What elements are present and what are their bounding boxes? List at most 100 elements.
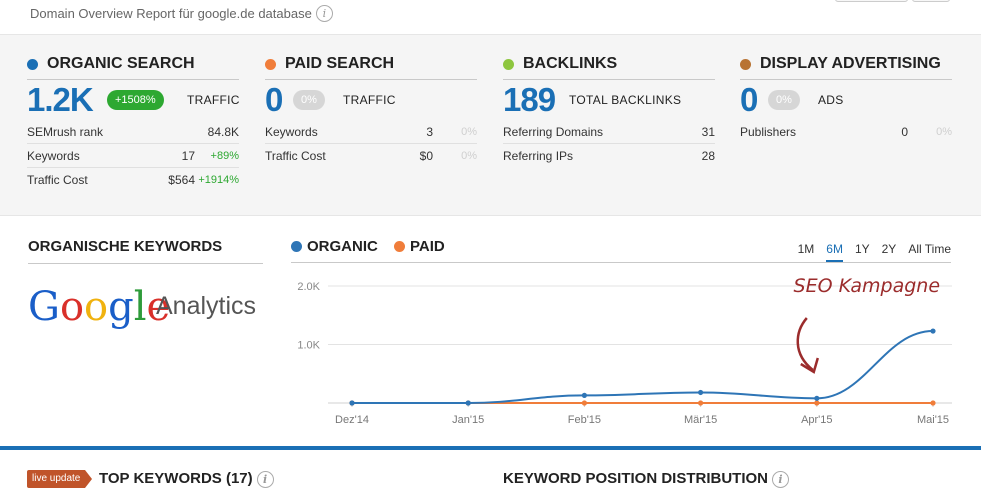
metric-label: Keywords — [265, 125, 318, 139]
data-point-organic — [814, 395, 820, 401]
x-tick-label: Feb'15 — [568, 414, 601, 426]
status-dot-icon — [503, 59, 514, 70]
live-update-badge: live update — [27, 470, 93, 488]
data-point-organic — [349, 400, 355, 406]
metric-change: 0% — [461, 126, 477, 138]
data-point-organic — [581, 392, 587, 398]
panel-title-text: BACKLINKS — [523, 55, 618, 72]
organic-dot-icon — [291, 241, 302, 252]
headline-value[interactable]: 0 — [740, 81, 758, 118]
metric-value: $0 — [419, 149, 433, 163]
panel-paid-search: PAID SEARCH 0 0% TRAFFIC Keywords 3 0% Traffic … — [265, 55, 477, 168]
headline-label: TOTAL BACKLINKS — [569, 93, 682, 107]
chart-legend: ORGANIC PAID — [291, 238, 457, 255]
headline-label: TRAFFIC — [187, 93, 240, 107]
metric-value: 17 — [181, 149, 195, 163]
info-icon[interactable]: i — [256, 470, 274, 488]
top-keywords-title-text: TOP KEYWORDS (17) — [99, 470, 253, 487]
legend-paid-label: PAID — [410, 238, 445, 255]
data-point-organic — [698, 389, 704, 396]
data-point-organic — [930, 328, 936, 334]
metric-row[interactable]: Traffic Cost $0 0% — [265, 144, 477, 168]
x-tick-label: Mai'15 — [917, 414, 949, 426]
bottom-section-headers: live update TOP KEYWORDS (17) i KEYWORD P… — [0, 450, 981, 492]
metric-row[interactable]: Keywords 17 +89% — [27, 144, 239, 168]
data-point-paid — [930, 400, 936, 406]
metric-row[interactable]: SEMrush rank 84.8K — [27, 120, 239, 144]
metric-row[interactable]: Referring IPs 28 — [503, 144, 715, 168]
x-tick-label: Dez'14 — [335, 414, 369, 426]
range-tab-all-time[interactable]: All Time — [908, 242, 951, 256]
annotation-arrowhead-icon — [800, 357, 820, 374]
data-point-paid — [581, 400, 587, 406]
metric-label: Keywords — [27, 149, 80, 163]
panel-title[interactable]: DISPLAY ADVERTISING — [740, 55, 952, 80]
panel-title[interactable]: BACKLINKS — [503, 55, 715, 80]
organic-paid-line-chart: 2.0K 1.0K Dez'14 Jan'15 Feb'15 Mär'15 Apr'15 Ma… — [297, 275, 952, 426]
metric-change: 0% — [936, 126, 952, 138]
panel-organic-search: ORGANIC SEARCH 1.2K +1508% TRAFFIC SEMrush r… — [27, 55, 239, 192]
info-icon[interactable]: i — [315, 5, 333, 23]
headline-row: 0 0% TRAFFIC — [265, 80, 477, 120]
annotation-arrow-icon — [796, 317, 814, 371]
metric-change: 0% — [461, 150, 477, 162]
series-line-organic — [352, 330, 934, 404]
distribution-title-text: KEYWORD POSITION DISTRIBUTION — [503, 470, 769, 487]
range-tab-1y[interactable]: 1Y — [854, 242, 870, 256]
panel-title-text: DISPLAY ADVERTISING — [760, 55, 941, 72]
metric-row[interactable]: Keywords 3 0% — [265, 120, 477, 144]
range-tab-1m[interactable]: 1M — [797, 242, 815, 256]
change-badge: 0% — [293, 90, 325, 110]
panel-title[interactable]: ORGANIC SEARCH — [27, 55, 239, 80]
headline-row: 0 0% ADS — [740, 80, 952, 120]
metric-value: 0 — [901, 125, 908, 139]
panel-display-advertising: DISPLAY ADVERTISING 0 0% ADS Publishers 0 0% — [740, 55, 952, 144]
metric-row[interactable]: Referring Domains 31 — [503, 120, 715, 144]
range-tab-6m[interactable]: 6M — [826, 242, 843, 263]
analytics-logo-text: Analytics — [156, 292, 256, 320]
panel-title[interactable]: PAID SEARCH — [265, 55, 477, 80]
headline-value[interactable]: 0 — [265, 81, 283, 118]
info-icon[interactable]: i — [772, 470, 790, 488]
metric-row[interactable]: Traffic Cost $564 +1914% — [27, 168, 239, 192]
x-tick-label: Apr'15 — [801, 414, 832, 426]
headline-row: 189 TOTAL BACKLINKS — [503, 80, 715, 120]
top-keywords-title: TOP KEYWORDS (17) i — [99, 470, 274, 488]
metric-label: Traffic Cost — [265, 149, 326, 163]
section-divider — [0, 446, 981, 450]
organic-keywords-title: ORGANISCHE KEYWORDS — [28, 238, 263, 264]
range-tab-2y[interactable]: 2Y — [881, 242, 897, 256]
legend-paid[interactable]: PAID — [394, 238, 445, 255]
y-tick-label: 1.0K — [297, 340, 320, 352]
metric-label: Referring IPs — [503, 149, 574, 163]
report-title-text: Domain Overview Report für google.de dat… — [30, 6, 312, 21]
header-secondary-button[interactable] — [912, 0, 950, 2]
metric-change: +1914% — [198, 174, 239, 186]
header-action-button[interactable] — [835, 0, 908, 2]
metric-row[interactable]: Publishers 0 0% — [740, 120, 952, 144]
legend-organic[interactable]: ORGANIC — [291, 238, 378, 255]
report-header: Domain Overview Report für google.de dat… — [0, 0, 981, 34]
metric-value: 3 — [426, 125, 433, 139]
annotation-label: SEO Kampagne — [794, 275, 941, 297]
legend-divider — [291, 262, 951, 263]
report-title: Domain Overview Report für google.de dat… — [30, 5, 333, 23]
data-point-organic — [465, 400, 471, 406]
legend-organic-label: ORGANIC — [307, 238, 378, 255]
change-badge: +1508% — [107, 90, 164, 110]
keywords-chart-section: ORGANISCHE KEYWORDS Google Analytics ORG… — [0, 216, 981, 446]
metric-label: Traffic Cost — [27, 173, 88, 187]
google-logo-text: Google — [28, 284, 170, 330]
headline-value[interactable]: 1.2K — [27, 81, 94, 118]
change-badge: 0% — [768, 90, 800, 110]
google-analytics-logo: Google Analytics — [28, 284, 256, 330]
metric-label: Publishers — [740, 125, 797, 139]
x-tick-label: Mär'15 — [684, 414, 717, 426]
summary-panels: ORGANIC SEARCH 1.2K +1508% TRAFFIC SEMrush r… — [0, 34, 981, 216]
metric-value: $564 — [168, 173, 195, 187]
headline-label: TRAFFIC — [343, 93, 396, 107]
panel-title-text: PAID SEARCH — [285, 55, 395, 72]
status-dot-icon — [740, 59, 751, 70]
headline-label: ADS — [818, 93, 844, 107]
headline-value[interactable]: 189 — [503, 81, 556, 118]
